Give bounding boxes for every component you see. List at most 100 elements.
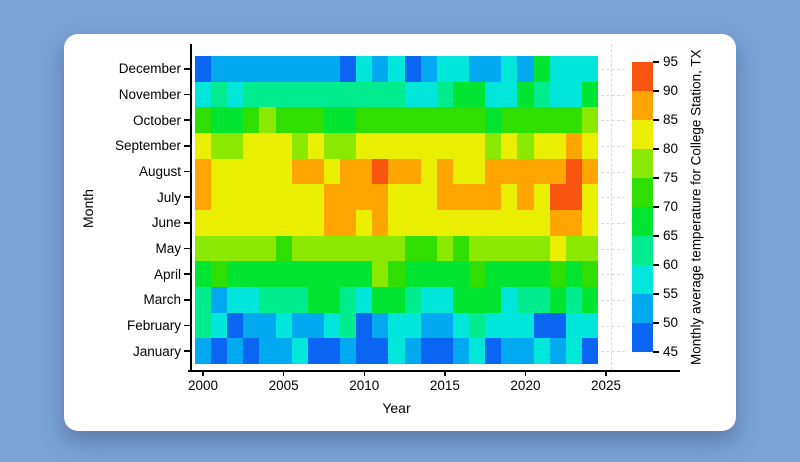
- colorbar: [632, 62, 653, 352]
- month-tick-label: June: [151, 215, 181, 231]
- heatmap-cell: [565, 132, 582, 159]
- heatmap-cell: [517, 209, 534, 236]
- heatmap-cell: [372, 312, 389, 339]
- heatmap-cell: [501, 184, 518, 210]
- heatmap-cell: [243, 312, 260, 339]
- heatmap-cell: [259, 158, 276, 185]
- heatmap-cell: [517, 286, 534, 313]
- heatmap-cell: [372, 286, 389, 313]
- heatmap-cell: [501, 209, 518, 236]
- heatmap-cell: [565, 81, 582, 108]
- colorbar-tick-mark: [653, 322, 659, 324]
- heatmap-cell: [404, 158, 421, 185]
- x-tick-label: 2005: [268, 378, 299, 393]
- heatmap-cell: [211, 107, 228, 133]
- heatmap-cell: [243, 286, 260, 313]
- colorbar-tick-label: 90: [663, 83, 679, 98]
- heatmap-cell: [533, 158, 550, 185]
- heatmap-cell: [533, 235, 550, 262]
- horizontal-gridline: [601, 325, 625, 327]
- heatmap-cell: [195, 107, 212, 133]
- heatmap-cell: [307, 338, 324, 364]
- heatmap-cell: [259, 81, 276, 108]
- colorbar-band: [632, 236, 653, 265]
- colorbar-tick-label: 70: [663, 199, 679, 214]
- heatmap-cell: [227, 132, 244, 159]
- heatmap-cell: [372, 261, 389, 287]
- heatmap-cell: [469, 338, 486, 364]
- colorbar-band: [632, 149, 653, 178]
- heatmap-cell: [291, 158, 308, 185]
- heatmap-cell: [452, 81, 470, 108]
- heatmap-cell: [420, 338, 437, 364]
- colorbar-tick-mark: [653, 293, 659, 295]
- heatmap-cell: [275, 81, 292, 108]
- heatmap-cell: [323, 56, 341, 82]
- heatmap-cell: [323, 158, 341, 185]
- heatmap-cell: [211, 235, 228, 262]
- y-tick-mark: [184, 93, 190, 96]
- heatmap-cell: [340, 286, 357, 313]
- heatmap-cell: [452, 132, 470, 159]
- heatmap-cell: [243, 158, 260, 185]
- heatmap-cell: [517, 338, 534, 364]
- heatmap-cell: [388, 184, 405, 210]
- heatmap-cell: [420, 235, 437, 262]
- heatmap-cell: [404, 107, 421, 133]
- colorbar-tick-mark: [653, 148, 659, 150]
- colorbar-band: [632, 91, 653, 120]
- heatmap-cell: [227, 261, 244, 287]
- y-tick-mark: [184, 145, 190, 147]
- horizontal-gridline: [601, 120, 625, 122]
- heatmap-cell: [372, 132, 389, 159]
- horizontal-gridline: [601, 171, 625, 173]
- heatmap-cell: [323, 184, 341, 210]
- heatmap-cell: [388, 56, 405, 82]
- heatmap-cell: [388, 286, 405, 313]
- month-tick-label: February: [126, 317, 181, 333]
- heatmap-cell: [227, 184, 244, 210]
- heatmap-cell: [243, 338, 260, 364]
- colorbar-tick-label: 80: [663, 141, 679, 156]
- heatmap-cell: [227, 107, 244, 133]
- heatmap-cell: [420, 184, 437, 210]
- heatmap-cell: [372, 338, 389, 364]
- heatmap-cell: [323, 235, 341, 262]
- heatmap-cell: [469, 235, 486, 262]
- heatmap-cell: [340, 235, 357, 262]
- heatmap-cell: [581, 132, 598, 159]
- heatmap-cell: [404, 286, 421, 313]
- x-tick-label: 2000: [188, 378, 219, 393]
- heatmap-cell: [485, 261, 502, 287]
- heatmap-cell: [227, 81, 244, 108]
- heatmap-cell: [307, 184, 324, 210]
- heatmap-cell: [517, 107, 534, 133]
- colorbar-tick-mark: [653, 61, 659, 63]
- heatmap-cell: [436, 132, 453, 159]
- y-tick-mark: [184, 119, 190, 121]
- heatmap-cell: [291, 107, 308, 133]
- heatmap-cell: [436, 158, 453, 185]
- heatmap-cell: [195, 338, 212, 364]
- heatmap-cell: [501, 261, 518, 287]
- heatmap-cell: [581, 261, 598, 287]
- heatmap-cell: [275, 158, 292, 185]
- heatmap-cell: [211, 286, 228, 313]
- heatmap-cell: [452, 107, 470, 133]
- heatmap-cell: [436, 261, 453, 287]
- heatmap-cell: [195, 184, 212, 210]
- heatmap-cell: [275, 338, 292, 364]
- heatmap-cell: [581, 312, 598, 339]
- heatmap-cell: [452, 56, 470, 82]
- heatmap-cell: [420, 209, 437, 236]
- heatmap-cell: [549, 184, 566, 210]
- vertical-gridline: [611, 44, 612, 370]
- heatmap-cell: [259, 56, 276, 82]
- heatmap-cell: [501, 312, 518, 339]
- heatmap-cell: [195, 56, 212, 82]
- heatmap-cell: [436, 209, 453, 236]
- heatmap-cell: [549, 209, 566, 236]
- y-tick-mark: [184, 324, 190, 327]
- heatmap-cell: [291, 235, 308, 262]
- month-tick-label: April: [153, 266, 181, 282]
